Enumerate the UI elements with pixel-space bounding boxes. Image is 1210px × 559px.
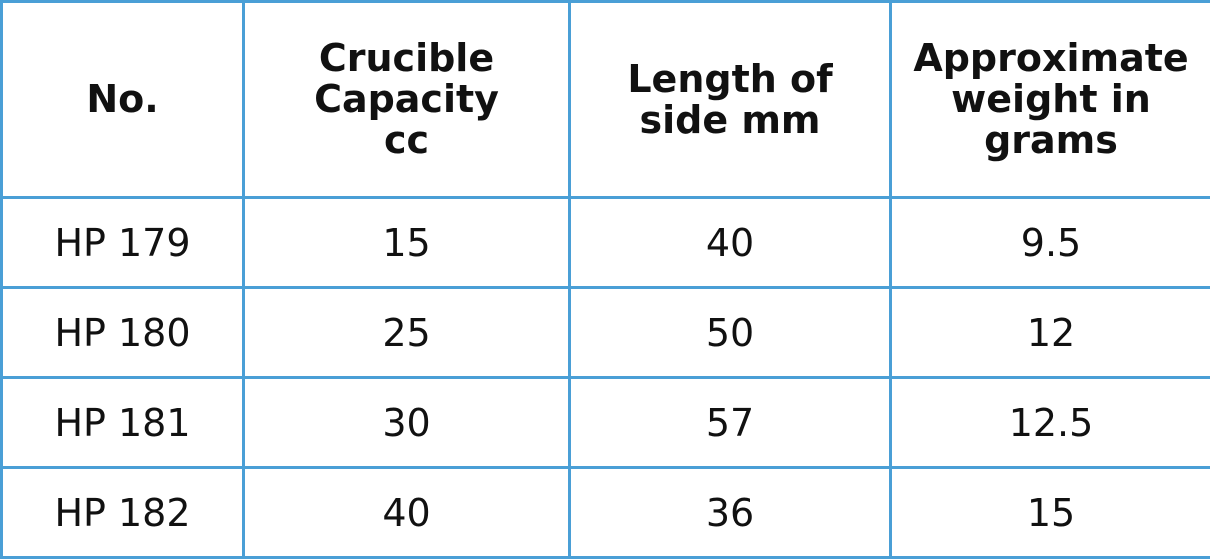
cell-no: HP 180 xyxy=(2,288,244,378)
header-length-line-2: side mm xyxy=(571,100,889,141)
cell-weight: 12.5 xyxy=(891,378,1210,468)
header-crucible-capacity: Crucible Capacity cc xyxy=(244,2,570,198)
cell-length: 57 xyxy=(570,378,891,468)
cell-weight: 15 xyxy=(891,468,1210,558)
cell-capacity: 30 xyxy=(244,378,570,468)
header-approximate-weight: Approximate weight in grams xyxy=(891,2,1210,198)
cell-length: 36 xyxy=(570,468,891,558)
cell-capacity: 40 xyxy=(244,468,570,558)
cell-length: 40 xyxy=(570,198,891,288)
header-no-line-1: No. xyxy=(3,79,242,120)
table-row: HP 180 25 50 12 xyxy=(2,288,1210,378)
table-body: HP 179 15 40 9.5 HP 180 25 50 12 HP 181 … xyxy=(2,198,1210,558)
table-row: HP 182 40 36 15 xyxy=(2,468,1210,558)
table-row: HP 181 30 57 12.5 xyxy=(2,378,1210,468)
header-weight-line-2: weight in xyxy=(892,79,1210,120)
cell-no: HP 179 xyxy=(2,198,244,288)
header-no: No. xyxy=(2,2,244,198)
cell-capacity: 25 xyxy=(244,288,570,378)
header-row: No. Crucible Capacity cc Length of side … xyxy=(2,2,1210,198)
cell-length: 50 xyxy=(570,288,891,378)
header-length-of-side: Length of side mm xyxy=(570,2,891,198)
table-row: HP 179 15 40 9.5 xyxy=(2,198,1210,288)
header-length-line-1: Length of xyxy=(571,59,889,100)
cell-no: HP 182 xyxy=(2,468,244,558)
cell-weight: 9.5 xyxy=(891,198,1210,288)
header-weight-line-3: grams xyxy=(892,120,1210,161)
cell-no: HP 181 xyxy=(2,378,244,468)
header-capacity-line-2: Capacity xyxy=(245,79,568,120)
header-capacity-line-1: Crucible xyxy=(245,38,568,79)
table-header: No. Crucible Capacity cc Length of side … xyxy=(2,2,1210,198)
header-weight-line-1: Approximate xyxy=(892,38,1210,79)
cell-capacity: 15 xyxy=(244,198,570,288)
cell-weight: 12 xyxy=(891,288,1210,378)
header-capacity-line-3: cc xyxy=(245,120,568,161)
